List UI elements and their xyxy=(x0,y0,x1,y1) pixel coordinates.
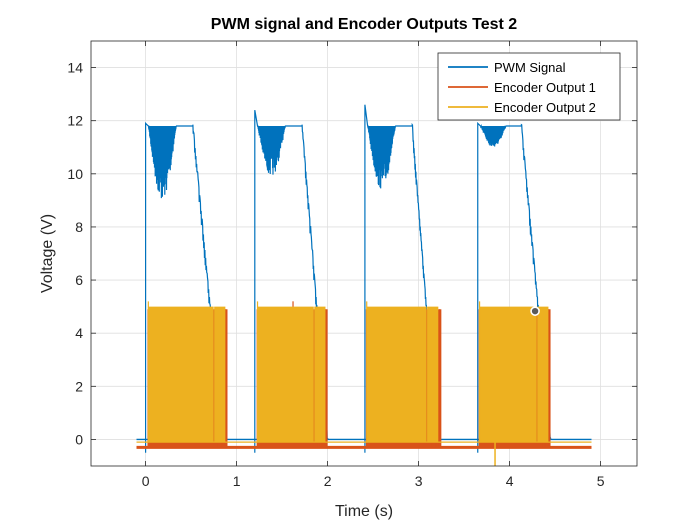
pwm-pulse-4 xyxy=(477,121,552,441)
legend-box xyxy=(437,52,621,121)
datatip-marker[interactable] xyxy=(530,306,540,316)
encoder-2-block-4 xyxy=(479,306,537,443)
pwm-pulse-1 xyxy=(145,121,224,441)
legend-entry-encoder-2: Encoder Output 2 xyxy=(494,100,596,115)
chart-title: PWM signal and Encoder Outputs Test 2 xyxy=(211,16,518,33)
series-layer xyxy=(136,104,592,466)
y-tick-label: 8 xyxy=(75,219,83,235)
encoder-2-edge xyxy=(214,306,226,443)
x-tick-label: 5 xyxy=(597,473,605,489)
x-tick-label: 4 xyxy=(506,473,514,489)
encoder-2-block-1 xyxy=(148,306,214,443)
x-tick-label: 3 xyxy=(415,473,423,489)
encoder-2-block-3 xyxy=(366,306,427,443)
y-tick-label: 4 xyxy=(75,325,83,341)
x-tick-label: 0 xyxy=(142,473,150,489)
encoder-2-edge xyxy=(427,306,439,443)
y-tick-label: 14 xyxy=(67,60,83,76)
y-tick-label: 6 xyxy=(75,272,83,288)
y-tick-label: 0 xyxy=(75,431,83,447)
legend: PWM Signal Encoder Output 1 Encoder Outp… xyxy=(437,52,621,121)
plot-frame xyxy=(90,40,638,467)
y-axis-label: Voltage (V) xyxy=(39,214,56,293)
legend-entry-encoder-1: Encoder Output 1 xyxy=(494,80,596,95)
y-tick-label: 12 xyxy=(67,113,83,129)
encoder-2-edge xyxy=(314,306,326,443)
legend-entry-pwm: PWM Signal xyxy=(494,60,566,75)
y-tick-label: 2 xyxy=(75,378,83,394)
pwm-pulse-2 xyxy=(254,109,329,441)
series-encoder-output-2 xyxy=(136,301,592,466)
x-tick-label: 1 xyxy=(233,473,241,489)
x-tick-label: 2 xyxy=(324,473,332,489)
pwm-pulse-3 xyxy=(364,104,438,441)
encoder-2-block-2 xyxy=(257,306,314,443)
x-axis-label: Time (s) xyxy=(335,503,393,520)
y-tick-label: 10 xyxy=(67,166,83,182)
encoder-2-edge xyxy=(537,306,549,443)
